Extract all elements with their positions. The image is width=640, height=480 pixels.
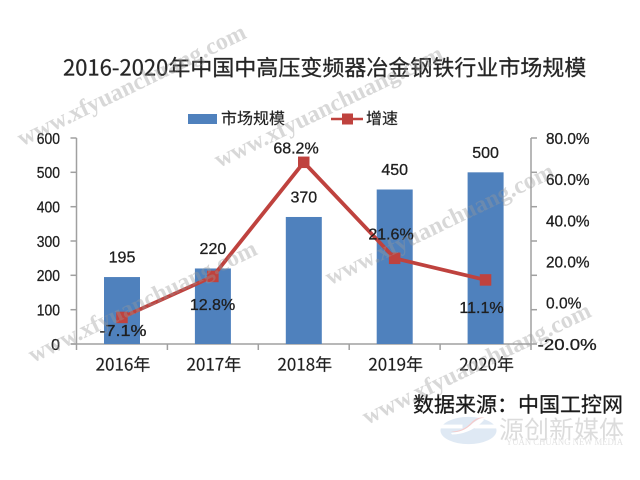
svg-text:68.2%: 68.2% [273,141,318,158]
svg-text:20.0%: 20.0% [546,255,590,272]
svg-text:200: 200 [37,268,60,285]
svg-text:80.0%: 80.0% [546,131,590,148]
svg-text:450: 450 [381,162,408,179]
svg-text:300: 300 [37,234,60,251]
svg-text:195: 195 [109,250,136,267]
svg-text:-7.1%: -7.1% [100,323,147,340]
svg-text:220: 220 [200,241,227,258]
svg-text:-20.0%: -20.0% [538,337,597,354]
svg-text:60.0%: 60.0% [546,172,590,189]
svg-text:500: 500 [472,145,499,162]
svg-text:400: 400 [37,200,60,217]
svg-text:370: 370 [290,190,317,207]
svg-text:0.0%: 0.0% [546,296,581,313]
svg-text:500: 500 [37,165,60,182]
svg-text:21.6%: 21.6% [368,227,413,244]
svg-text:100: 100 [37,303,60,320]
svg-text:12.8%: 12.8% [190,297,235,314]
svg-text:11.1%: 11.1% [459,300,503,317]
svg-text:0: 0 [51,337,60,354]
svg-text:40.0%: 40.0% [546,213,590,230]
svg-text:600: 600 [37,131,60,148]
svg-text:YUAN CHUANG NEW MEDIA: YUAN CHUANG NEW MEDIA [506,438,623,448]
